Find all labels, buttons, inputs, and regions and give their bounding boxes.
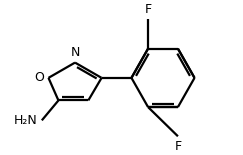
- Circle shape: [68, 56, 82, 69]
- Text: F: F: [174, 140, 182, 153]
- Circle shape: [141, 13, 155, 26]
- Circle shape: [171, 130, 185, 143]
- Circle shape: [35, 114, 48, 127]
- Text: O: O: [35, 71, 44, 84]
- Text: N: N: [70, 46, 80, 59]
- Text: H₂N: H₂N: [14, 114, 38, 127]
- Text: F: F: [145, 3, 152, 16]
- Circle shape: [42, 71, 55, 84]
